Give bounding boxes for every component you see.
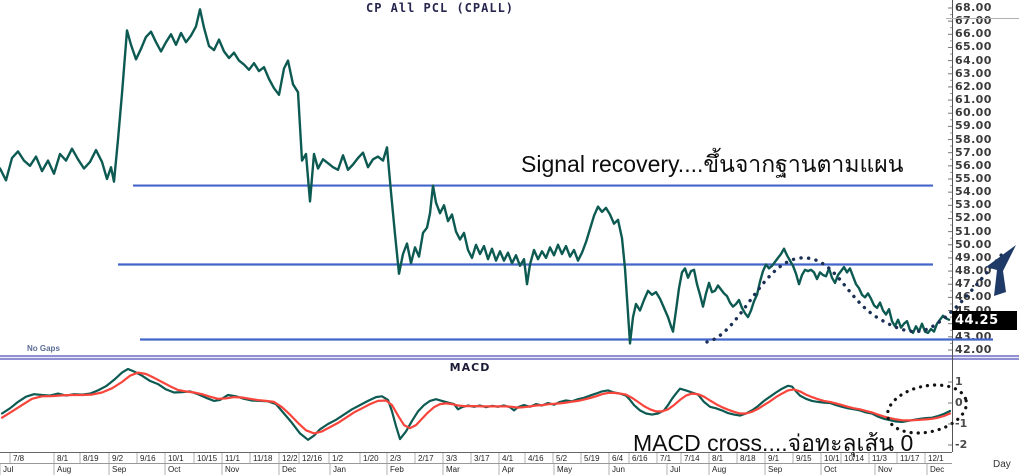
macd-tick-label: -2 (955, 438, 968, 451)
date-tick-label: 6/16 (632, 454, 648, 463)
date-tick-label: 3/17 (474, 454, 490, 463)
date-tick-label: 2/3 (390, 454, 402, 463)
price-tick-label: 66.00 (955, 27, 992, 40)
price-tick-label: 56.00 (955, 159, 992, 172)
month-tick-label: Dec (282, 465, 297, 474)
month-tick-label: Jul (670, 465, 681, 474)
month-tick-label: Aug (712, 465, 727, 474)
date-tick-label: 4/1 (502, 454, 514, 463)
price-tick-label: 48.00 (955, 264, 992, 277)
month-tick-label: Jun (612, 465, 625, 474)
date-tick-label: 9/1 (768, 454, 780, 463)
panel-divider (0, 355, 1019, 360)
date-tick-label: 3/3 (446, 454, 458, 463)
date-tick-label: 8/1 (712, 454, 724, 463)
price-tick-label: 59.00 (955, 119, 992, 132)
price-tick-label: 60.00 (955, 106, 992, 119)
price-tick-label: 49.00 (955, 251, 992, 264)
month-tick-label: Apr (502, 465, 515, 474)
date-tick-label: 1/20 (363, 454, 379, 463)
price-tick-label: 61.00 (955, 93, 992, 106)
chart-title: CP All PCL (CPALL) (365, 1, 515, 15)
price-tick-label: 67.00 (955, 14, 992, 27)
timeframe-label: Day (993, 459, 1011, 470)
date-tick-label: 11/3 (872, 454, 887, 463)
month-tick-label: Feb (390, 465, 404, 474)
date-tick-label: 11/1 (225, 454, 240, 463)
date-tick-label: 1/2 (332, 454, 344, 463)
price-tick-label: 51.00 (955, 225, 992, 238)
price-tick-label: 55.00 (955, 172, 992, 185)
date-tick-label: 10/14 (844, 454, 865, 463)
month-tick-label: Oct (824, 465, 837, 474)
date-tick-label: 9/16 (140, 454, 156, 463)
date-tick-label: 9/2 (112, 454, 124, 463)
date-tick-label: 8/18 (740, 454, 756, 463)
price-tick-label: 42.00 (955, 343, 992, 356)
month-tick-label: Jul (3, 465, 14, 474)
month-tick-label: May (557, 465, 573, 474)
macd-panel-title: MACD (449, 361, 491, 374)
date-tick-label: 7/14 (684, 454, 700, 463)
macd-tick-label: 1 (955, 375, 963, 388)
date-tick-label: 5/2 (556, 454, 568, 463)
month-tick-label: Sep (768, 465, 783, 474)
date-tick-label: 4/16 (528, 454, 544, 463)
month-tick-label: Dec (930, 465, 945, 474)
date-tick-label: 12/2 (282, 454, 298, 463)
month-tick-label: Sep (112, 465, 127, 474)
month-tick-label: Oct (168, 465, 181, 474)
price-tick-label: 50.00 (955, 238, 992, 251)
date-tick-label: 12/16 (302, 454, 323, 463)
price-tick-label: 57.00 (955, 146, 992, 159)
month-tick-label: Nov (878, 465, 893, 474)
date-tick-label: 7/8 (13, 454, 25, 463)
month-tick-label: Mar (446, 465, 460, 474)
date-tick-label: 7/1 (660, 454, 672, 463)
price-tick-label: 64.00 (955, 54, 992, 67)
price-tick-label: 62.00 (955, 80, 992, 93)
price-tick-label: 65.00 (955, 40, 992, 53)
macd-signal-line (0, 371, 952, 435)
price-tick-label: 58.00 (955, 133, 992, 146)
price-tick-label: 43.00 (955, 330, 992, 343)
month-tick-label: Jan (333, 465, 346, 474)
date-tick-label: 10/1 (824, 454, 840, 463)
date-tick-label: 11/17 (900, 454, 920, 463)
date-tick-label: 8/19 (83, 454, 99, 463)
last-price-badge: 44.25 (952, 311, 1017, 330)
price-tick-label: 53.00 (955, 198, 992, 211)
macd-cross-annotation: MACD cross....จ่อทะลุเส้น 0 (633, 430, 914, 456)
date-tick-label: 10/15 (197, 454, 218, 463)
date-tick-label: 2/17 (418, 454, 434, 463)
price-tick-label: 54.00 (955, 185, 992, 198)
date-tick-label: 8/1 (57, 454, 69, 463)
date-tick-label: 9/15 (796, 454, 812, 463)
date-tick-label: 11/18 (253, 454, 273, 463)
date-tick-label: 10/1 (168, 454, 184, 463)
price-tick-label: 46.00 (955, 290, 992, 303)
signal-recovery-annotation: Signal recovery....ขึ้นจากฐานตามแผน (521, 151, 904, 177)
month-tick-label: Nov (225, 465, 240, 474)
price-tick-label: 47.00 (955, 277, 992, 290)
month-tick-label: Aug (57, 465, 72, 474)
date-tick-label: 6/4 (612, 454, 624, 463)
date-tick-label: 5/19 (584, 454, 600, 463)
price-tick-label: 52.00 (955, 211, 992, 224)
price-tick-label: 68.00 (955, 1, 992, 14)
no-gaps-label: No Gaps (27, 344, 60, 353)
price-tick-label: 63.00 (955, 67, 992, 80)
macd-tick-label: -1 (955, 417, 968, 430)
date-tick-label: 12/1 (928, 454, 944, 463)
macd-tick-label: 0 (955, 396, 963, 409)
